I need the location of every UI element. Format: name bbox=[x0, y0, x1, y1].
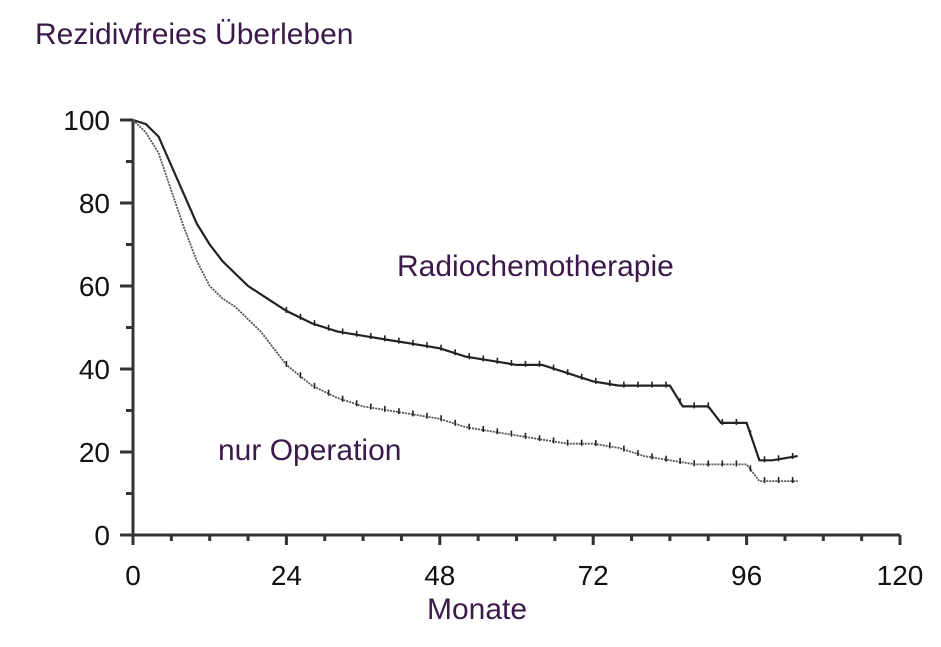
x-tick-label: 120 bbox=[877, 560, 924, 591]
y-tick-label: 60 bbox=[79, 271, 110, 302]
axes bbox=[131, 120, 900, 537]
series-group bbox=[132, 118, 798, 484]
x-tick-label: 48 bbox=[424, 560, 455, 591]
y-tick-label: 0 bbox=[94, 520, 110, 551]
x-tick-label: 96 bbox=[731, 560, 762, 591]
y-tick-label: 40 bbox=[79, 354, 110, 385]
y-tick-label: 80 bbox=[79, 188, 110, 219]
series-line-radiochemotherapie bbox=[132, 118, 798, 462]
x-ticks: 0 24 48 72 96 120 bbox=[125, 535, 923, 591]
annotation-nur-operation: nur Operation bbox=[218, 434, 401, 467]
x-tick-label: 72 bbox=[578, 560, 609, 591]
annotation-radiochemotherapie: Radiochemotherapie bbox=[397, 250, 674, 283]
y-ticks: 0 20 40 60 80 100 bbox=[63, 105, 133, 551]
chart-title: Rezidivfreies Überleben bbox=[35, 18, 354, 51]
y-tick-label: 20 bbox=[79, 437, 110, 468]
x-tick-label: 0 bbox=[125, 560, 141, 591]
series-line-nur-operation bbox=[132, 119, 798, 482]
x-axis-label: Monate bbox=[427, 593, 527, 626]
x-tick-label: 24 bbox=[271, 560, 302, 591]
y-tick-label: 100 bbox=[63, 105, 110, 136]
